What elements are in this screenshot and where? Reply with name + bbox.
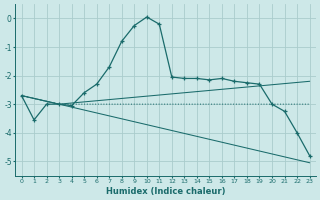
X-axis label: Humidex (Indice chaleur): Humidex (Indice chaleur) [106,187,225,196]
